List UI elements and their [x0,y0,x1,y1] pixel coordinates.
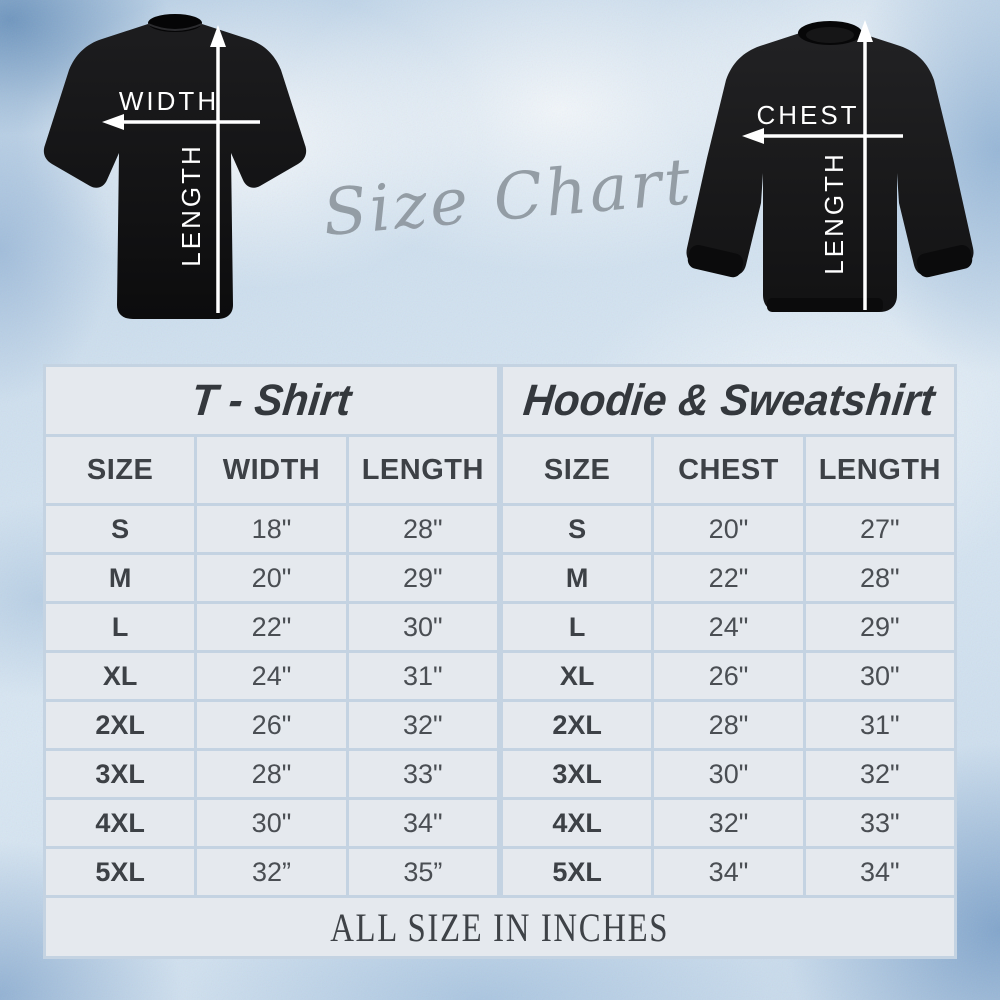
tshirt-size-table: T - Shirt SIZE WIDTH LENGTH S 18" 28" M 20" 2… [43,364,500,898]
table-row: XL 26" 30" [503,653,954,699]
column-header-size: SIZE [503,437,652,503]
table-row: M 20" 29" [46,555,497,601]
measurement-cell: 34" [348,800,497,846]
footer-note-text: ALL SIZE IN INCHES [330,904,670,950]
width-arrowhead-icon [102,114,124,130]
column-header-length: LENGTH [348,437,497,503]
size-chart-table: T - Shirt SIZE WIDTH LENGTH S 18" 28" M 20" 2… [43,364,957,959]
size-cell: 4XL [46,800,195,846]
table-row: 5XL 34" 34" [503,849,954,895]
size-cell: 2XL [46,702,195,748]
sweatshirt-chest-label: CHEST [756,100,859,130]
table-row: M 22" 28" [503,555,954,601]
measurement-cell: 18" [197,506,346,552]
hoodie-header-row: SIZE CHEST LENGTH [503,437,954,503]
measurement-cell: 29" [348,555,497,601]
measurement-cell: 30" [348,604,497,650]
measurement-cell: 34" [805,849,954,895]
measurement-cell: 24" [654,604,803,650]
tshirt-illustration: WIDTH LENGTH [20,5,320,340]
measurement-cell: 32" [348,702,497,748]
measurement-cell: 32" [654,800,803,846]
size-cell: XL [503,653,652,699]
measurement-cell: 20" [197,555,346,601]
table-row: 3XL 30" 32" [503,751,954,797]
tshirt-table-title: T - Shirt [46,367,497,434]
sweatshirt-measure-arrows [756,34,903,310]
table-row: S 18" 28" [46,506,497,552]
measurement-cell: 30" [654,751,803,797]
table-row: 4XL 30" 34" [46,800,497,846]
measurement-cell: 31" [348,653,497,699]
column-header-length: LENGTH [805,437,954,503]
size-cell: M [46,555,195,601]
page-title: Size Chart [320,144,696,252]
size-cell: 3XL [46,751,195,797]
sweatshirt-cuff [687,245,744,278]
chest-arrowhead-icon [742,128,764,144]
length-arrowhead-icon [210,25,226,47]
column-header-chest: CHEST [654,437,803,503]
tshirt-header-row: SIZE WIDTH LENGTH [46,437,497,503]
measurement-cell: 26" [654,653,803,699]
measurement-cell: 28" [805,555,954,601]
table-row: 4XL 32" 33" [503,800,954,846]
size-cell: 4XL [503,800,652,846]
column-header-size: SIZE [46,437,195,503]
measurement-cell: 28" [654,702,803,748]
measurement-cell: 24" [197,653,346,699]
sweatshirt-shape [686,21,974,312]
tshirt-length-label: LENGTH [176,143,206,266]
measurement-cell: 20" [654,506,803,552]
measurement-cell: 30" [197,800,346,846]
tshirt-shape [43,14,307,319]
size-cell: 2XL [503,702,652,748]
footer-note: ALL SIZE IN INCHES [46,898,954,956]
measurement-cell: 29" [805,604,954,650]
measurement-cell: 33" [805,800,954,846]
measurement-cell: 28" [348,506,497,552]
sweatshirt-hem [767,298,883,312]
measurement-cell: 34" [654,849,803,895]
table-row: L 22" 30" [46,604,497,650]
sweatshirt-cuff [916,245,973,278]
measurement-cell: 32" [805,751,954,797]
length-arrowhead-icon [857,20,873,42]
measurement-cell: 26" [197,702,346,748]
size-cell: 5XL [46,849,195,895]
measurement-cell: 28" [197,751,346,797]
tables-row: T - Shirt SIZE WIDTH LENGTH S 18" 28" M 20" 2… [43,364,957,898]
table-row: S 20" 27" [503,506,954,552]
tshirt-width-label: WIDTH [119,86,219,116]
size-cell: XL [46,653,195,699]
size-cell: L [503,604,652,650]
table-row: 5XL 32” 35” [46,849,497,895]
table-row: 2XL 28" 31" [503,702,954,748]
measurement-cell: 31" [805,702,954,748]
column-header-width: WIDTH [197,437,346,503]
size-cell: 5XL [503,849,652,895]
tshirt-measure-arrows [116,39,260,313]
table-row: L 24" 29" [503,604,954,650]
table-row: XL 24" 31" [46,653,497,699]
measurement-cell: 27" [805,506,954,552]
size-cell: S [46,506,195,552]
sweatshirt-length-label: LENGTH [819,151,849,274]
size-cell: L [46,604,195,650]
measurement-cell: 22" [197,604,346,650]
sweatshirt-illustration: CHEST LENGTH [675,8,985,348]
table-row: 2XL 26" 32" [46,702,497,748]
size-cell: 3XL [503,751,652,797]
hoodie-table-title: Hoodie & Sweatshirt [503,367,954,434]
measurement-cell: 30" [805,653,954,699]
measurement-cell: 35” [348,849,497,895]
measurement-cell: 22" [654,555,803,601]
measurement-cell: 33" [348,751,497,797]
size-cell: S [503,506,652,552]
measurement-cell: 32” [197,849,346,895]
size-cell: M [503,555,652,601]
table-row: 3XL 28" 33" [46,751,497,797]
